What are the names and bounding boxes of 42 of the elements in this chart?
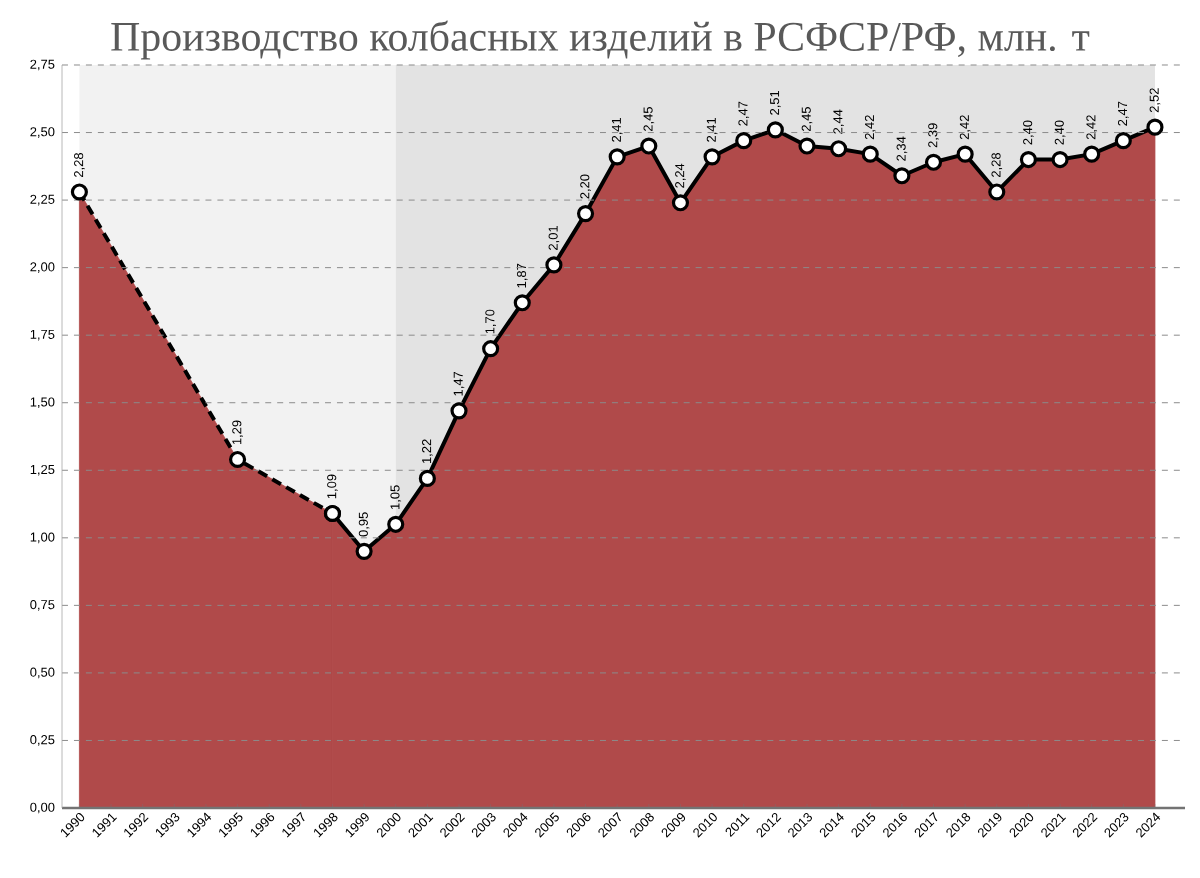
y-tick-label: 2,25 [30, 194, 55, 206]
y-tick-label: 1,00 [30, 532, 55, 544]
data-label: 2,42 [864, 115, 876, 140]
data-label: 2,41 [611, 117, 623, 142]
data-label: 1,22 [422, 439, 433, 464]
data-label: 2,34 [896, 136, 908, 161]
y-tick-label: 0,75 [30, 600, 55, 611]
data-label: 1,09 [327, 474, 338, 499]
y-tick-label: 2,00 [30, 262, 55, 273]
y-tick-label: 1,75 [30, 329, 55, 341]
data-label: 2,44 [833, 109, 844, 134]
data-label: 1,29 [232, 420, 243, 445]
y-tick-label: 0,50 [30, 667, 55, 679]
y-tick-label: 2,50 [30, 127, 55, 138]
data-label: 2,47 [1117, 101, 1129, 126]
data-label: 2,28 [991, 153, 1003, 177]
data-label: 2,51 [770, 90, 781, 115]
data-label: 2,01 [548, 226, 560, 250]
y-tick-label: 1,25 [30, 464, 55, 476]
data-label: 2,42 [1086, 115, 1098, 140]
data-label: 2,41 [706, 117, 718, 142]
y-tick-label: 1,50 [30, 397, 55, 409]
data-label: 0,95 [358, 512, 370, 537]
data-label: 2,40 [1023, 120, 1034, 145]
data-label: 1,70 [485, 309, 496, 334]
data-label: 2,45 [643, 107, 655, 132]
y-tick-label: 0,25 [30, 735, 55, 746]
y-tick-label: 2,75 [30, 59, 55, 71]
data-label: 2,20 [580, 174, 591, 199]
data-label: 1,05 [390, 485, 402, 509]
data-label: 2,40 [1054, 120, 1066, 145]
data-label: 2,42 [959, 115, 971, 140]
y-tick-label: 0,00 [30, 802, 55, 814]
data-label: 1,47 [453, 371, 465, 396]
data-label: 2,39 [928, 123, 939, 148]
chart-title: Производство колбасных изделий в РСФСР/РФ, млн. т [111, 20, 1090, 60]
data-label: 2,47 [738, 101, 750, 126]
data-label: 2,24 [675, 163, 686, 188]
data-label: 2,52 [1149, 88, 1161, 113]
data-label: 2,28 [74, 153, 85, 177]
data-label: 2,45 [801, 107, 813, 132]
data-label: 1,87 [516, 263, 528, 288]
